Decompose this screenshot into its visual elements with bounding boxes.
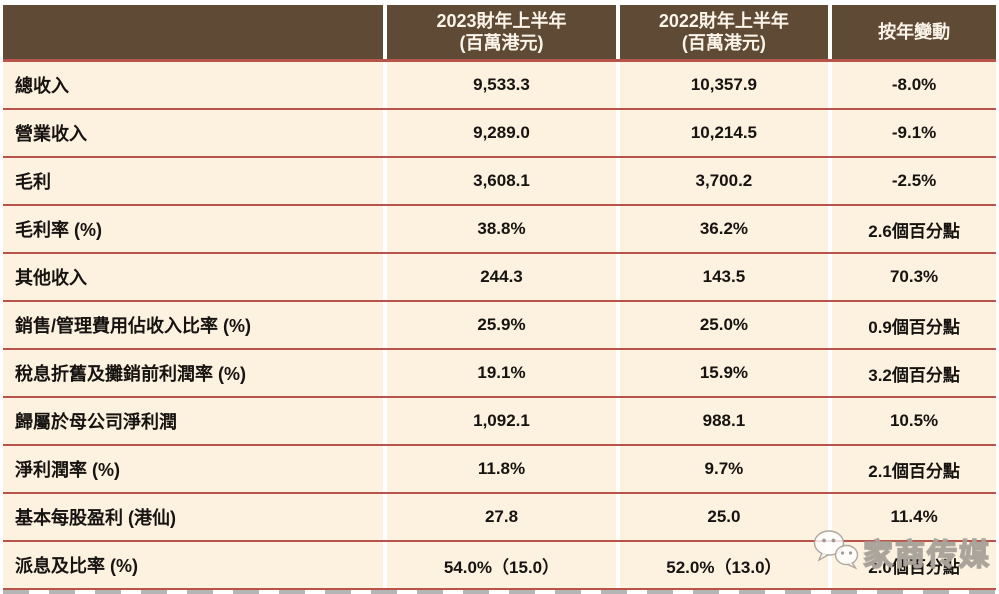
value-change: 70.3% [828,254,996,300]
value-fy2023: 27.8 [383,494,615,540]
row-label: 毛利率 (%) [15,220,102,240]
value-fy2023: 1,092.1 [383,398,615,444]
value-fy2022: 52.0%（13.0） [615,542,829,588]
table-row: 其他收入 244.3 143.5 70.3% [3,254,996,302]
value-fy2022: 3,700.2 [615,158,829,204]
row-label: 銷售/管理費用佔收入比率 (%) [15,316,251,336]
table-row: 基本每股盈利 (港仙) 27.8 25.0 11.4% [3,494,996,542]
header-fy2022-line2: (百萬港元) [681,33,766,53]
value-fy2022: 988.1 [615,398,829,444]
value-fy2022: 15.9% [615,350,829,396]
table-row: 毛利 3,608.1 3,700.2 -2.5% [3,158,996,206]
value-change: 11.4% [828,494,996,540]
table-header-row: 2023財年上半年 (百萬港元) 2022財年上半年 (百萬港元) 按年變動 [3,5,996,62]
row-label: 總收入 [15,76,69,96]
value-change: -2.5% [828,158,996,204]
value-fy2022: 143.5 [615,254,829,300]
row-label: 派息及比率 (%) [15,556,138,576]
value-change: 2.0個百分點 [828,542,996,588]
row-label: 其他收入 [15,268,87,288]
value-change: 3.2個百分點 [828,350,996,396]
value-fy2023: 3,608.1 [383,158,615,204]
value-fy2022: 10,357.9 [615,62,829,108]
table-row: 銷售/管理費用佔收入比率 (%) 25.9% 25.0% 0.9個百分點 [3,302,996,350]
row-label: 稅息折舊及攤銷前利潤率 (%) [15,364,246,384]
value-fy2023: 244.3 [383,254,615,300]
header-fy2023-line2: (百萬港元) [459,33,544,53]
row-label: 歸屬於母公司淨利潤 [15,412,177,432]
table-row: 淨利潤率 (%) 11.8% 9.7% 2.1個百分點 [3,446,996,494]
header-fy2022-line1: 2022財年上半年 [658,10,789,31]
header-yoy-change: 按年變動 [828,5,996,59]
value-fy2023: 19.1% [383,350,615,396]
value-change: 0.9個百分點 [828,302,996,348]
value-change: 2.6個百分點 [828,206,996,252]
value-fy2022: 36.2% [615,206,829,252]
value-fy2023: 9,289.0 [383,110,615,156]
value-fy2022: 9.7% [615,446,829,492]
header-fy2023-line1: 2023財年上半年 [436,10,567,31]
value-fy2023: 11.8% [383,446,615,492]
bottom-dashed-divider [3,590,996,594]
value-fy2022: 25.0 [615,494,829,540]
value-change: 10.5% [828,398,996,444]
value-fy2023: 25.9% [383,302,615,348]
table-row: 派息及比率 (%) 54.0%（15.0） 52.0%（13.0） 2.0個百分… [3,542,996,590]
table-row: 稅息折舊及攤銷前利潤率 (%) 19.1% 15.9% 3.2個百分點 [3,350,996,398]
row-label: 淨利潤率 (%) [15,460,120,480]
row-label: 營業收入 [15,124,87,144]
value-fy2023: 9,533.3 [383,62,615,108]
value-change: 2.1個百分點 [828,446,996,492]
table-row: 總收入 9,533.3 10,357.9 -8.0% [3,62,996,110]
value-change: -8.0% [828,62,996,108]
header-fy2023: 2023財年上半年 (百萬港元) [383,5,615,59]
table-row: 歸屬於母公司淨利潤 1,092.1 988.1 10.5% [3,398,996,446]
corner-header-cell [3,5,383,59]
value-fy2022: 10,214.5 [615,110,829,156]
row-label: 毛利 [15,172,51,192]
row-label: 基本每股盈利 (港仙) [15,508,176,528]
value-fy2023: 38.8% [383,206,615,252]
header-yoy-change-line1: 按年變動 [878,21,951,42]
value-change: -9.1% [828,110,996,156]
financial-results-table: 2023財年上半年 (百萬港元) 2022財年上半年 (百萬港元) 按年變動 總… [3,5,996,590]
table-row: 營業收入 9,289.0 10,214.5 -9.1% [3,110,996,158]
table-row: 毛利率 (%) 38.8% 36.2% 2.6個百分點 [3,206,996,254]
value-fy2022: 25.0% [615,302,829,348]
value-fy2023: 54.0%（15.0） [383,542,615,588]
header-fy2022: 2022財年上半年 (百萬港元) [615,5,829,59]
